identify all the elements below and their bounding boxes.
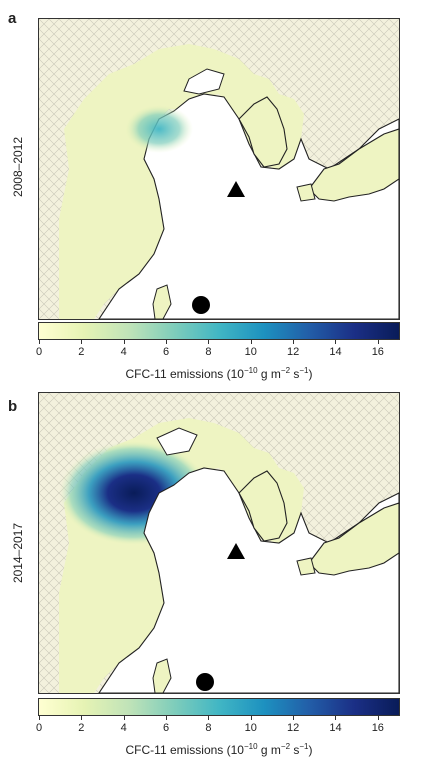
circle-site-marker [196, 673, 214, 691]
colorbar-tick-label: 6 [162, 722, 170, 734]
colorbar-title-part: −10 [243, 742, 258, 751]
period-label: 2014–2017 [11, 522, 26, 584]
colorbar-tick-label: 8 [205, 722, 212, 734]
colorbar-tick-mark [335, 340, 337, 344]
colorbar-title-part: s [290, 743, 300, 757]
colorbar-title-part: −2 [280, 742, 291, 751]
colorbar-title-part: s [290, 367, 300, 381]
colorbar-tick-mark [208, 340, 210, 344]
colorbar-tick-label: 14 [329, 346, 342, 358]
colorbar-title-part: ) [308, 743, 313, 757]
colorbar-tick-label: 10 [244, 346, 257, 358]
colorbar-tick-label: 0 [35, 722, 43, 734]
colorbar-tick-mark [335, 716, 337, 720]
colorbar-tick-mark [377, 340, 379, 344]
colorbar-title-part: CFC-11 emissions (10 [125, 367, 244, 381]
colorbar-tick-mark [81, 716, 83, 720]
colorbar-tick-mark [123, 340, 125, 344]
triangle-site-marker [227, 181, 245, 197]
colorbar-tick-mark [293, 716, 295, 720]
colorbar-tick-mark [208, 716, 210, 720]
colorbar-tick-label: 4 [120, 722, 127, 734]
colorbar-title-part: g m [257, 743, 281, 757]
colorbar-tick-label: 14 [329, 722, 342, 734]
period-label: 2008–2012 [11, 136, 26, 198]
colorbar-tick-mark [293, 340, 295, 344]
colorbar-title-part: −1 [299, 742, 309, 751]
colorbar-tick-label: 8 [205, 346, 212, 358]
colorbar-tick-mark [39, 340, 40, 344]
colorbar-title-part: ) [308, 367, 313, 381]
colorbar-title-part: g m [257, 367, 281, 381]
panel-letter: a [8, 10, 17, 27]
colorbar-tick-label: 12 [286, 722, 300, 734]
colorbar [38, 322, 400, 340]
colorbar-tick-mark [81, 340, 83, 344]
colorbar-tick-mark [166, 340, 168, 344]
emissions-map [38, 18, 400, 320]
colorbar [38, 698, 400, 716]
colorbar-tick-mark [377, 716, 379, 720]
colorbar-title-part: −10 [243, 366, 258, 375]
colorbar-title-part: −2 [280, 366, 291, 375]
panel-letter: b [8, 398, 18, 415]
colorbar-tick-label: 16 [371, 722, 384, 734]
colorbar-tick-mark [250, 340, 252, 344]
colorbar-title: CFC-11 emissions (10−10 g m−2 s−1) [38, 366, 400, 381]
colorbar-title-part: CFC-11 emissions (10 [125, 743, 244, 757]
colorbar-tick-label: 12 [286, 346, 300, 358]
colorbar-title: CFC-11 emissions (10−10 g m−2 s−1) [38, 742, 400, 757]
colorbar-tick-mark [250, 716, 252, 720]
triangle-site-marker [227, 543, 245, 559]
colorbar-tick-mark [123, 716, 125, 720]
colorbar-tick-label: 16 [371, 346, 384, 358]
colorbar-tick-label: 4 [120, 346, 127, 358]
colorbar-tick-label: 2 [78, 346, 85, 358]
colorbar-title-part: −1 [299, 366, 309, 375]
colorbar-tick-mark [166, 716, 168, 720]
colorbar-tick-label: 6 [162, 346, 170, 358]
colorbar-tick-label: 2 [78, 722, 85, 734]
circle-site-marker [192, 296, 210, 314]
colorbar-tick-mark [39, 716, 40, 720]
colorbar-tick-label: 10 [244, 722, 257, 734]
colorbar-tick-label: 0 [35, 346, 43, 358]
emissions-map [38, 392, 400, 694]
